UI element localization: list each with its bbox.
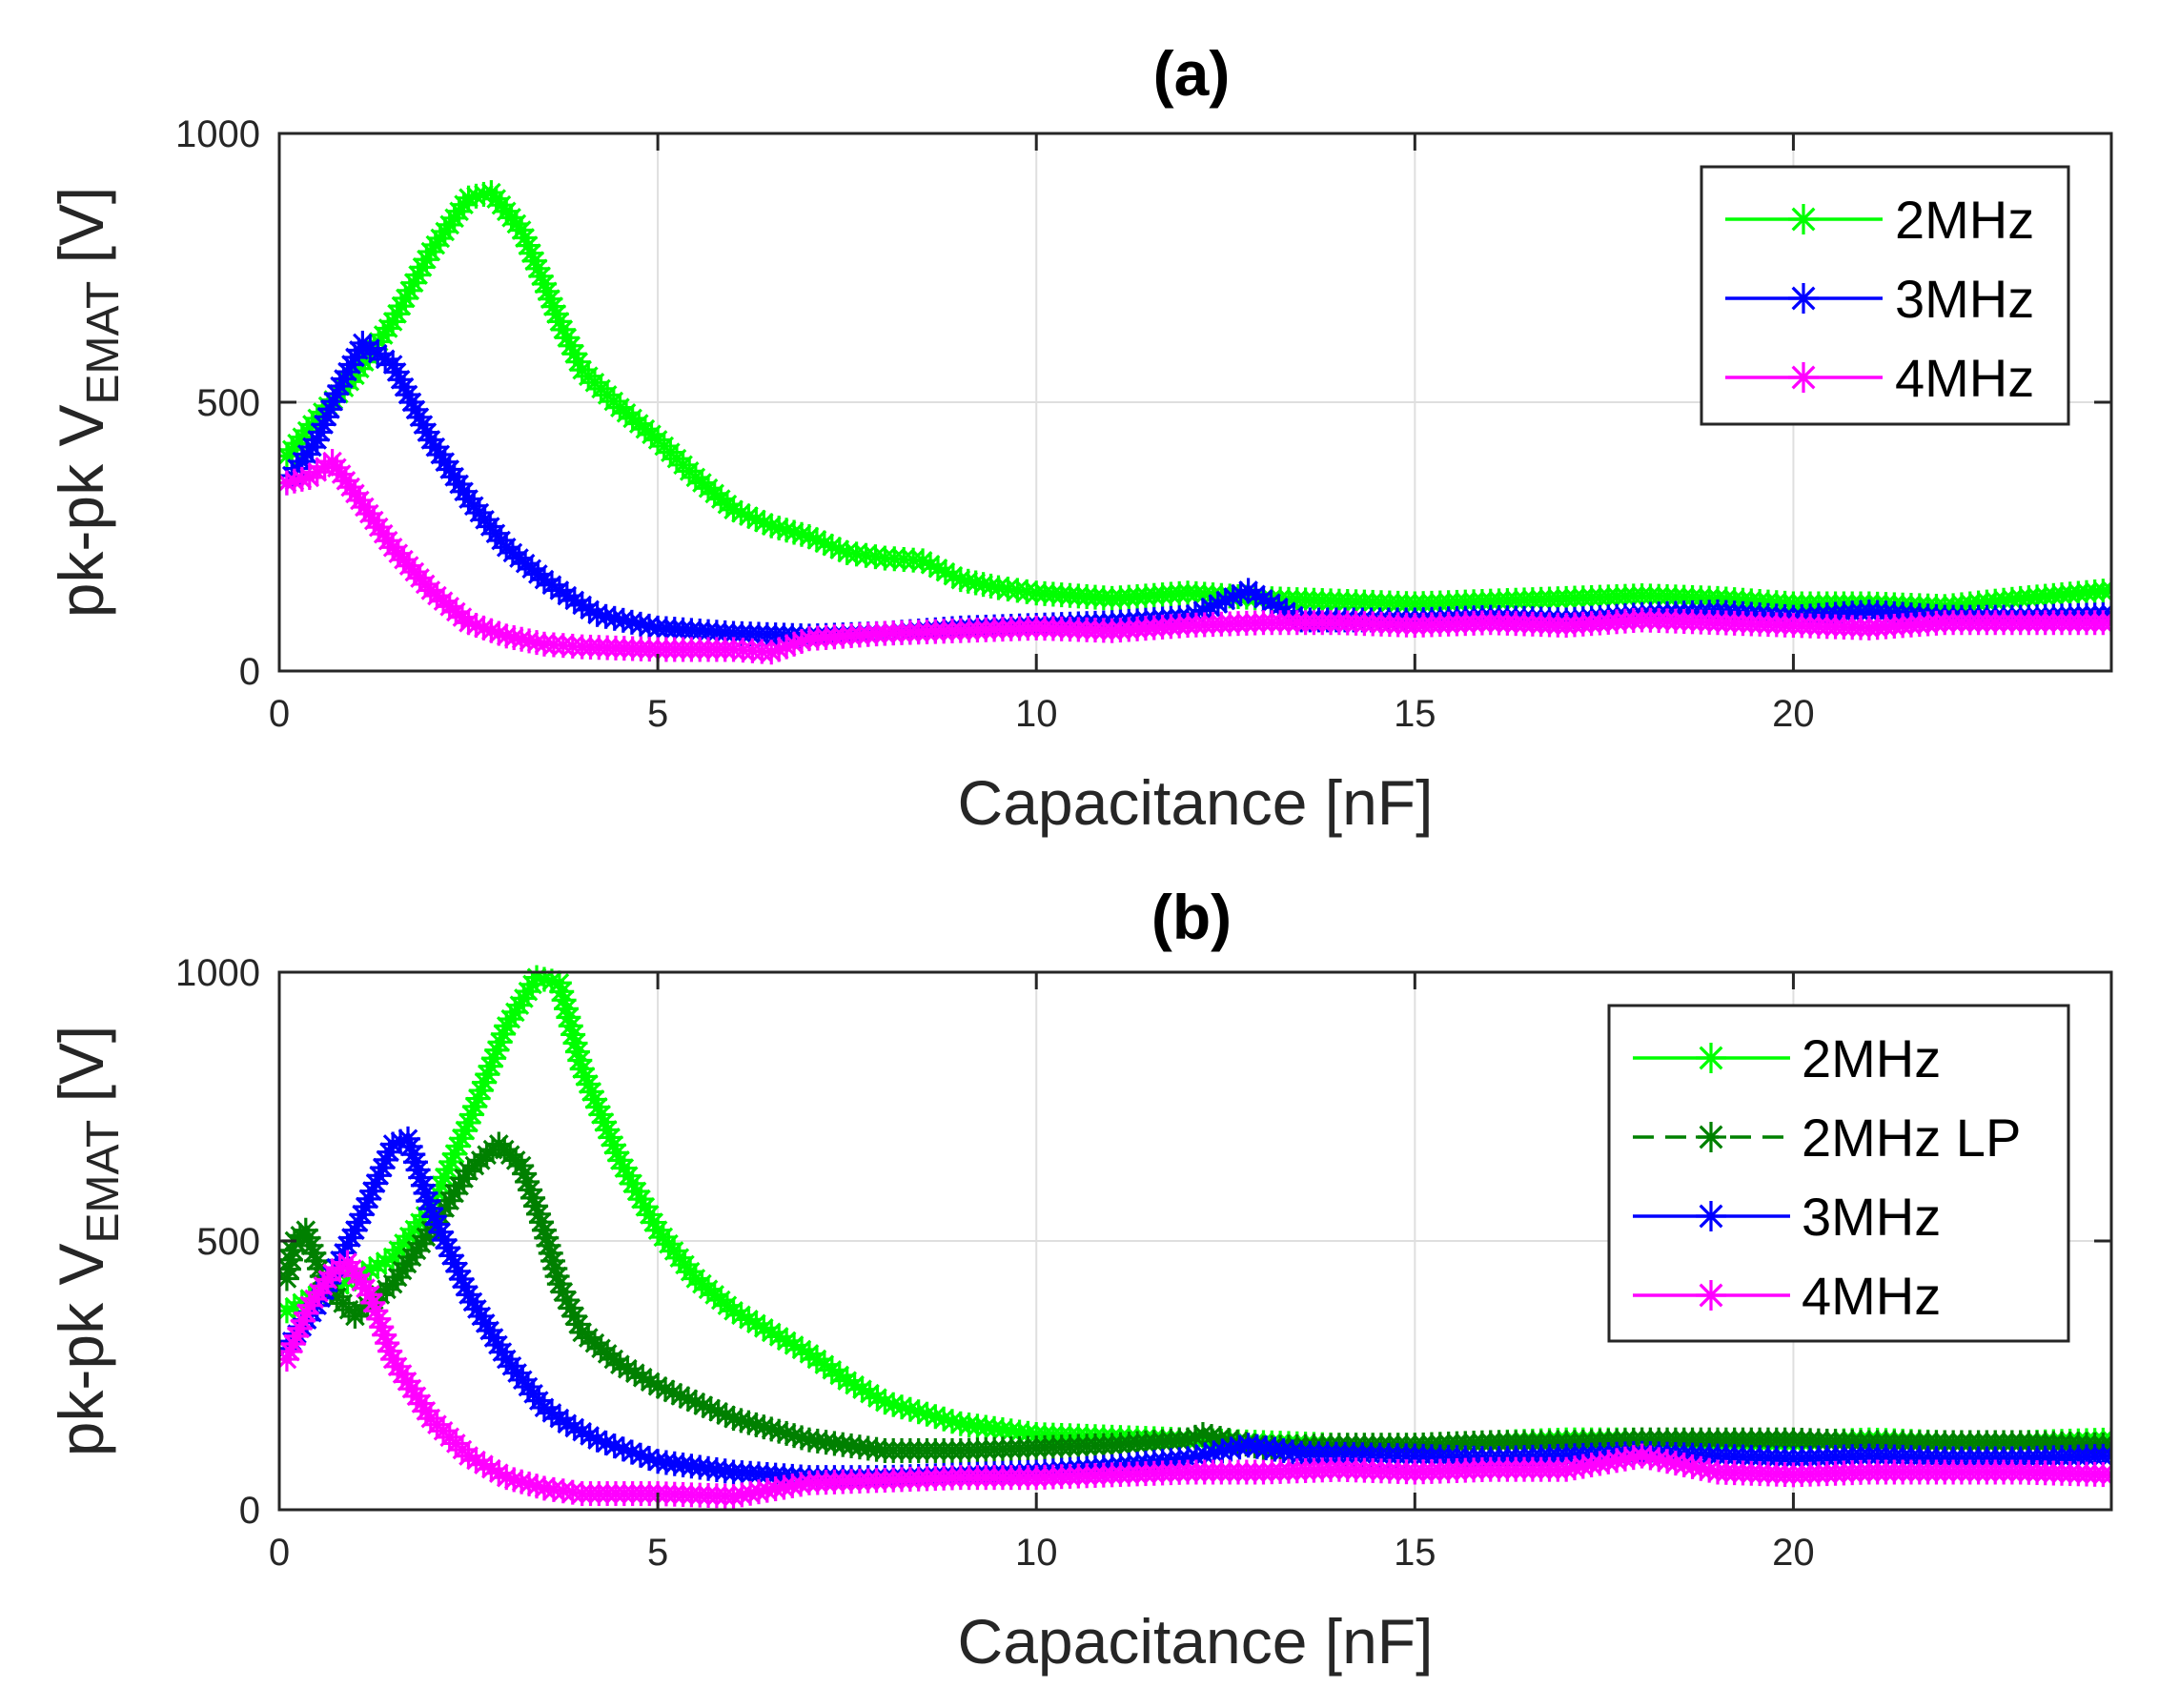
panel-b-legend-marker-4mhz (1696, 1280, 1726, 1311)
panel-b-2mhz-point-40 (481, 1046, 507, 1071)
panel-a-y-tick-label-0: 0 (239, 651, 260, 693)
panel-a-3mhz-point-31 (410, 412, 436, 437)
panel-a-legend-box (1700, 165, 2070, 426)
panel-b-y-tick-label-2: 1000 (175, 952, 260, 994)
panel-a-4mhz-point-72 (789, 628, 815, 654)
panel-b-3mhz-point-251 (2099, 1443, 2111, 1469)
panel-b-x-tick-label-4: 20 (1772, 1532, 1815, 1574)
panel-b-legend-entry-2mhz-lp: 2MHz LP (1633, 1108, 2021, 1168)
panel-b-y-label-unit: [V] (46, 1026, 116, 1120)
panel-a: (a) 0 5 10 15 20 0 500 1000 Capacitance [nF] pk… (46, 38, 2113, 838)
panel-b-legend-label-3mhz: 3MHz (1802, 1187, 1941, 1247)
panel-a-legend-marker-3mhz (1788, 283, 1819, 314)
panel-b-legend-marker-2mhz-lp (1696, 1122, 1726, 1152)
panel-a-2mhz-point-254 (2099, 578, 2111, 603)
panel-a-legend-entry-4mhz: 4MHz (1725, 348, 2034, 408)
panel-a-legend-label-4mhz: 4MHz (1895, 348, 2034, 408)
panel-a-legend-label-3mhz: 3MHz (1895, 269, 2034, 329)
panel-a-legend-label-2mhz: 2MHz (1895, 190, 2034, 250)
panel-b-x-tick-label-1: 5 (647, 1532, 668, 1574)
panel-a-x-tick-label-0: 0 (269, 693, 290, 735)
panel-b-2mhz-point-111 (819, 1357, 845, 1383)
panel-b: (b) 0 5 10 15 20 0 500 1000 Capacitance [nF] pk… (46, 882, 2113, 1677)
panel-a-3mhz-point-6 (304, 427, 330, 453)
panel-a-ticks: 0 5 10 15 20 0 500 1000 (175, 113, 2111, 735)
panel-a-3mhz-point-135 (1205, 591, 1231, 617)
panel-b-legend-label-2mhz-lp: 2MHz LP (1802, 1108, 2021, 1168)
panel-b-ticks: 0 5 10 15 20 0 500 1000 (175, 952, 2111, 1574)
panel-b-series-4mhz (279, 1250, 2111, 1509)
panel-a-legend-marker-2mhz (1788, 204, 1819, 234)
panel-b-x-axis-label: Capacitance [nF] (958, 1606, 1434, 1677)
panel-b-legend-marker-2mhz (1696, 1043, 1726, 1073)
panel-b-title: (b) (1151, 882, 1232, 952)
panel-b-y-tick-label-0: 0 (239, 1490, 260, 1532)
panel-b-3mhz-point-46 (445, 1258, 471, 1284)
panel-a-3mhz-point-27 (396, 382, 421, 408)
panel-b-x-tick-label-3: 15 (1394, 1532, 1436, 1574)
panel-a-title: (a) (1153, 38, 1231, 109)
panel-b-4mhz-point-3 (284, 1323, 310, 1349)
panel-a-x-tick-label-3: 15 (1394, 693, 1436, 735)
panel-a-x-tick-label-4: 20 (1772, 693, 1815, 735)
panel-a-x-axis-label: Capacitance [nF] (958, 767, 1434, 838)
panel-a-2mhz-point-27 (405, 262, 431, 288)
panel-b-2mhz-point-28 (442, 1141, 468, 1167)
panel-a-2mhz-point-50 (519, 240, 544, 266)
panel-b-y-axis-label: pk-pk VEMAT [V] (46, 1026, 129, 1457)
panel-b-legend-entry-4mhz: 4MHz (1633, 1266, 1941, 1326)
panel-a-legend-marker-4mhz (1788, 362, 1819, 393)
panel-b-y-label-main: pk-pk V (46, 1244, 116, 1457)
panel-a-y-tick-label-1: 500 (196, 382, 260, 424)
panel-a-y-label-sub: EMAT (78, 281, 129, 405)
panel-b-legend-marker-3mhz (1696, 1201, 1726, 1231)
panel-a-series-2mhz (279, 180, 2111, 620)
panel-b-3mhz-point-22 (363, 1170, 389, 1196)
panel-b-legend: 2MHz 2MHz LP 3MHz 4MHz (1607, 1004, 2070, 1343)
panel-a-y-tick-label-2: 1000 (175, 113, 260, 155)
panel-b-x-tick-label-0: 0 (269, 1532, 290, 1574)
panel-a-y-label-main: pk-pk V (46, 405, 116, 619)
panel-a-x-tick-label-2: 10 (1015, 693, 1058, 735)
panel-b-y-tick-label-1: 500 (196, 1221, 260, 1263)
panel-a-series (279, 180, 2111, 665)
panel-a-legend: 2MHz 3MHz 4MHz (1700, 165, 2070, 426)
panel-a-x-tick-label-1: 5 (647, 693, 668, 735)
panel-b-4mhz-point-237 (2099, 1462, 2111, 1488)
panel-b-legend-box (1607, 1004, 2070, 1343)
panel-b-y-label-sub: EMAT (78, 1120, 129, 1244)
panel-b-legend-label-4mhz: 4MHz (1802, 1266, 1941, 1326)
panel-b-legend-entry-2mhz: 2MHz (1633, 1028, 1941, 1088)
panel-a-y-label-unit: [V] (46, 187, 116, 281)
panel-b-series (279, 965, 2111, 1509)
panel-a-legend-entry-3mhz: 3MHz (1725, 269, 2034, 329)
panel-b-legend-label-2mhz: 2MHz (1802, 1028, 1941, 1088)
panel-a-series-4mhz (279, 449, 2111, 665)
panel-b-legend-entry-3mhz: 3MHz (1633, 1187, 1941, 1247)
panel-a-y-axis-label: pk-pk VEMAT [V] (46, 187, 129, 619)
panel-b-2mhz-point-122 (906, 1399, 931, 1425)
panel-a-4mhz-point-228 (2099, 610, 2111, 636)
panel-a-legend-entry-2mhz: 2MHz (1725, 190, 2034, 250)
panel-b-x-tick-label-2: 10 (1015, 1532, 1058, 1574)
